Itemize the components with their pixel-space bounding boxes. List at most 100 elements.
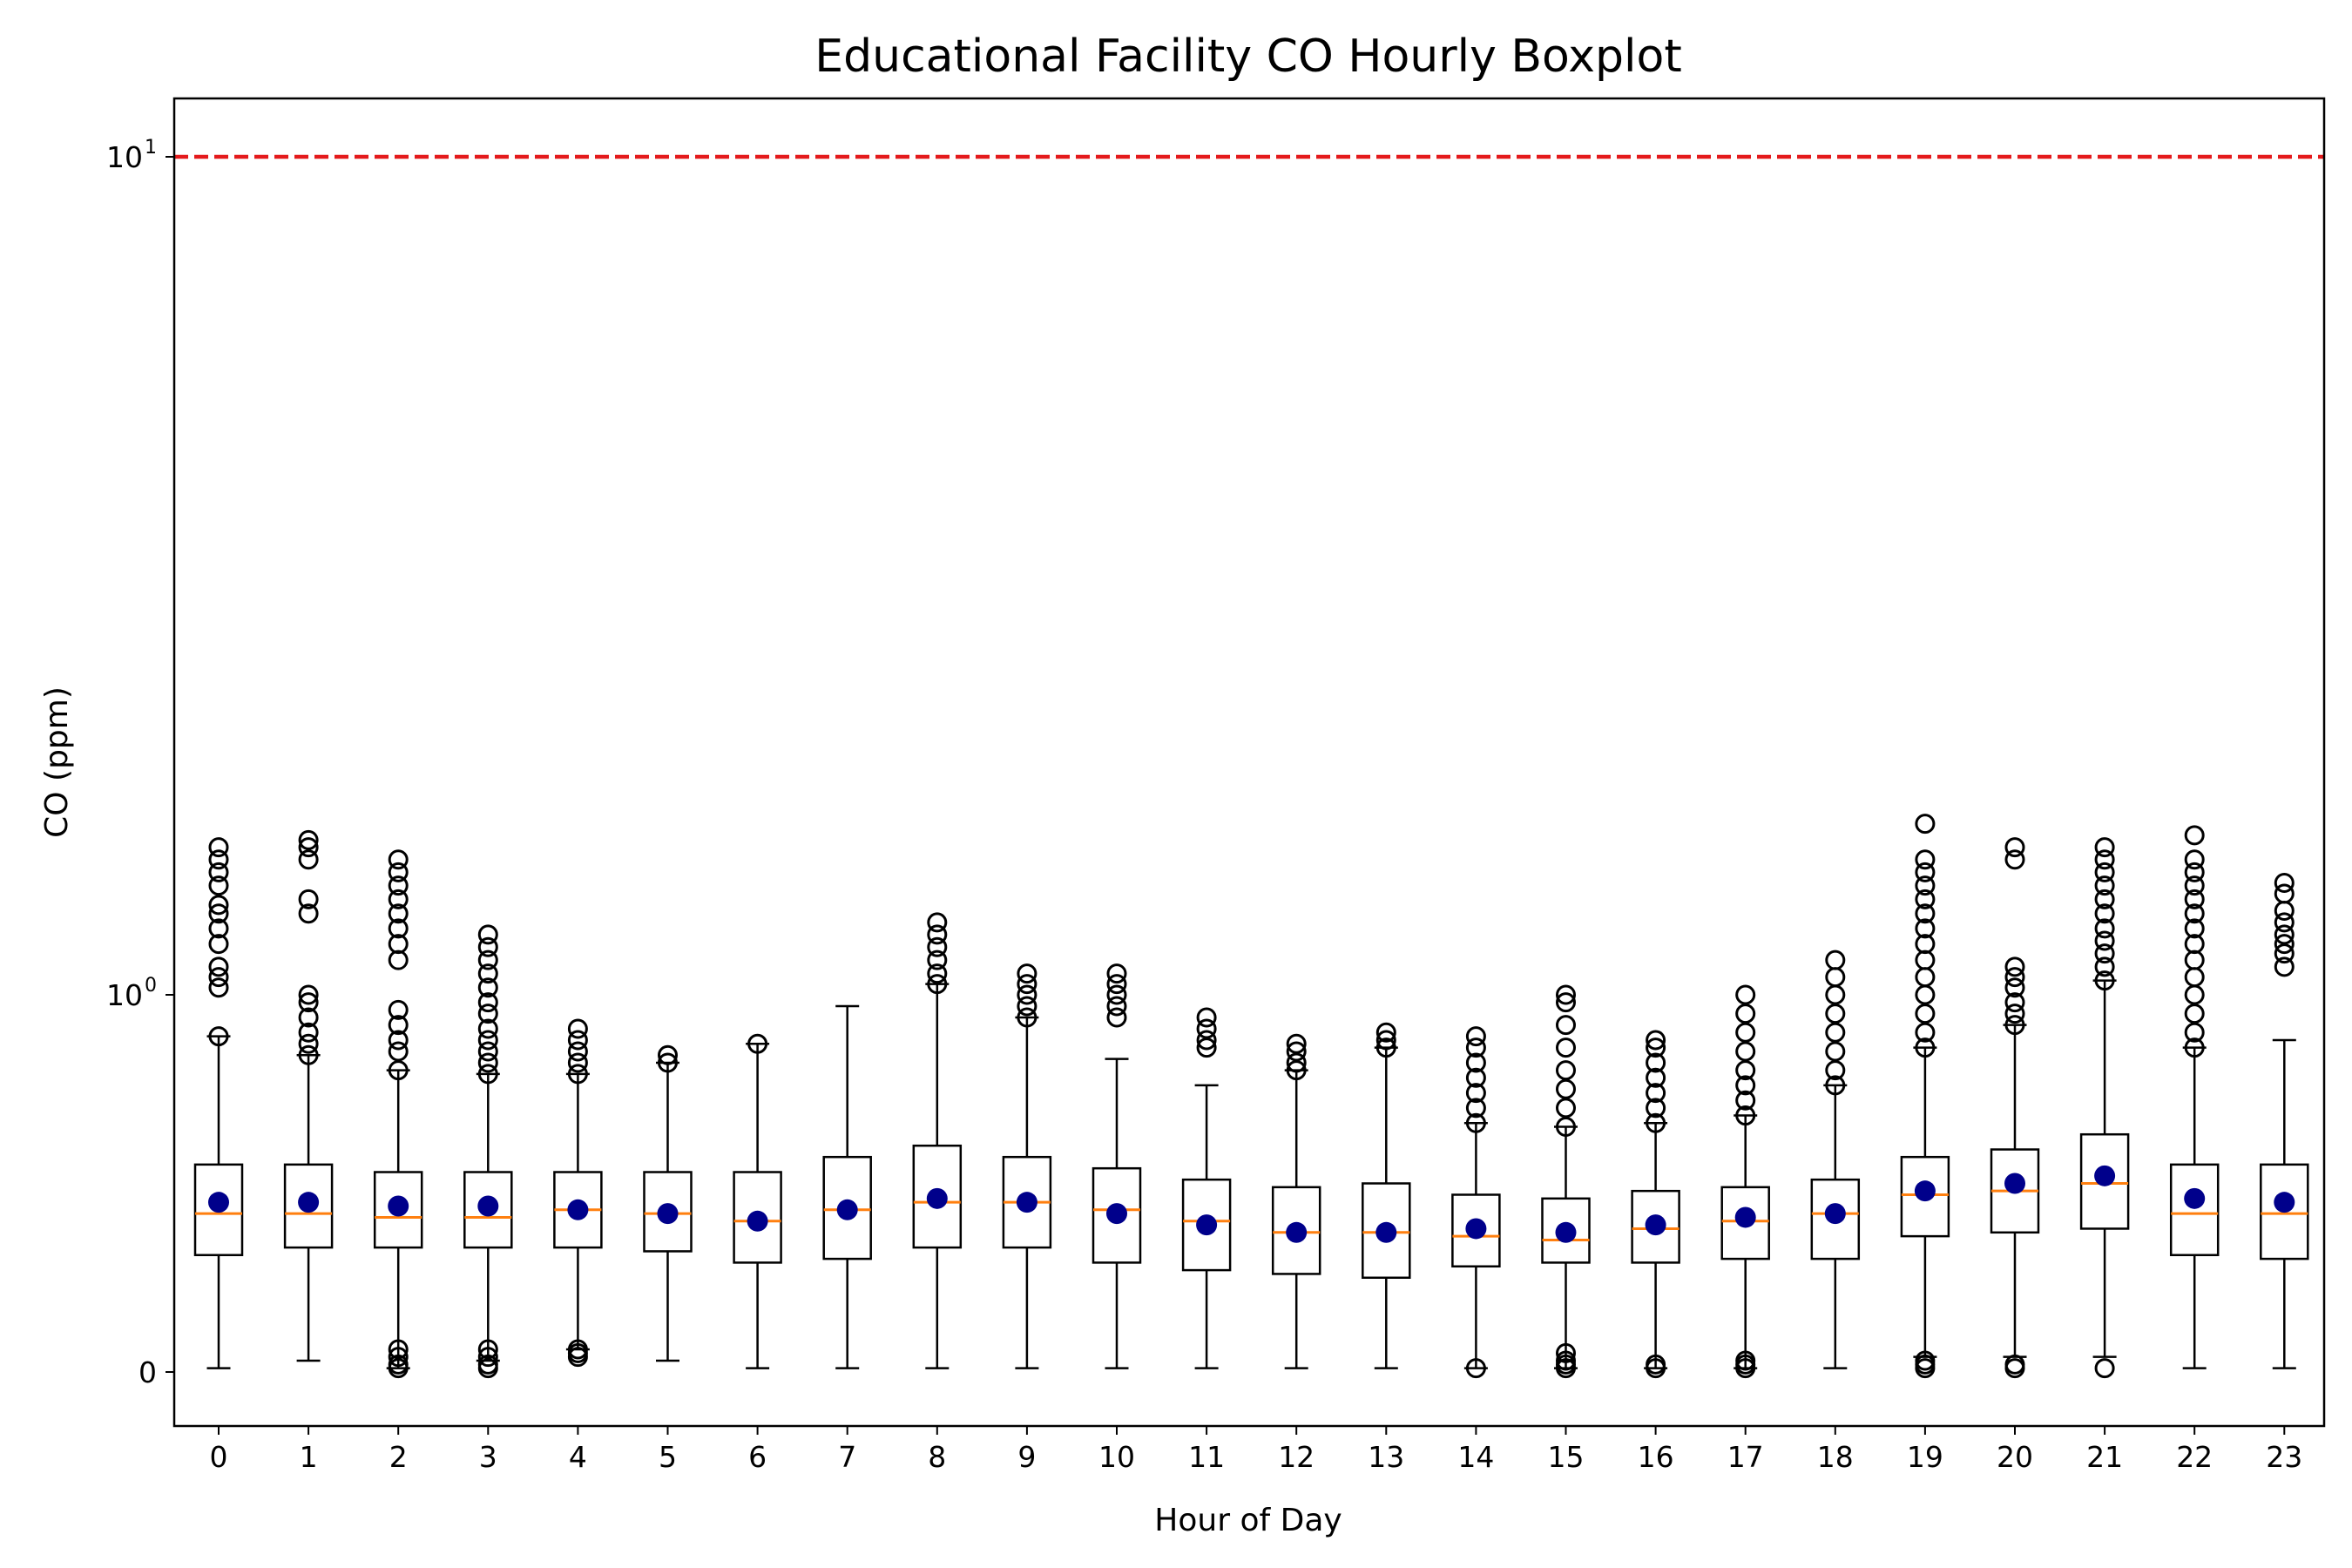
flier-point [1735, 1105, 1756, 1126]
flier-point [2274, 924, 2295, 945]
flier-point [208, 956, 229, 977]
flier-point [2184, 889, 2205, 909]
flier-point [388, 918, 409, 939]
flier-point [1646, 1354, 1666, 1375]
mean-marker [657, 1203, 679, 1225]
mean-marker [2184, 1187, 2206, 1209]
box-group-hour-7 [822, 1004, 872, 1369]
flier-point [388, 903, 409, 924]
flier-point [2184, 918, 2205, 939]
plot-area [174, 154, 2324, 1379]
box [1810, 1178, 1861, 1260]
box [1092, 1166, 1142, 1264]
flier-point [298, 837, 319, 858]
flier-point [1196, 1007, 1217, 1028]
flier-point [208, 903, 229, 924]
box-group-hour-15 [1541, 984, 1591, 1379]
flier-point [2184, 849, 2205, 870]
flier-point [208, 934, 229, 955]
flier-point [1915, 1350, 1936, 1371]
flier-point [1825, 1004, 1846, 1024]
box-group-hour-5 [643, 1044, 693, 1362]
flier-point [927, 963, 948, 984]
flier-point [1196, 1037, 1217, 1058]
flier-point [1915, 814, 1936, 835]
flier-point [2094, 889, 2115, 909]
flier-point [477, 1339, 498, 1360]
flier-point [1915, 903, 1936, 924]
flier-point [567, 1030, 588, 1051]
flier-point [2094, 918, 2115, 939]
flier-point [927, 924, 948, 945]
box-group-hour-11 [1181, 1007, 1232, 1369]
box-group-hour-1 [283, 829, 334, 1362]
flier-point [2274, 912, 2295, 933]
flier-point [2184, 903, 2205, 924]
flier-point [1106, 1007, 1127, 1028]
flier-point [477, 977, 498, 998]
box-group-hour-13 [1362, 1022, 1411, 1369]
x-tick-label: 4 [569, 1440, 587, 1474]
flier-point [2184, 934, 2205, 955]
flier-point [2004, 992, 2025, 1013]
x-tick-label: 11 [1188, 1440, 1225, 1474]
x-tick-label: 7 [838, 1440, 856, 1474]
flier-point [1556, 992, 1576, 1013]
mean-marker [1555, 1221, 1577, 1243]
flier-point [1286, 1041, 1307, 1062]
box-group-hour-9 [1002, 963, 1052, 1369]
flier-point [2274, 883, 2295, 904]
flier-point [2094, 903, 2115, 924]
box-group-hour-16 [1631, 1030, 1680, 1379]
mean-marker [747, 1210, 768, 1232]
flier-point [2184, 1037, 2205, 1058]
flier-point [1646, 1098, 1666, 1119]
flier-point [2004, 837, 2025, 858]
x-tick-label: 23 [2266, 1440, 2302, 1474]
flier-point [1375, 1037, 1396, 1058]
flier-point [1825, 1022, 1846, 1043]
x-tick-label: 9 [1017, 1440, 1036, 1474]
flier-point [388, 1060, 409, 1081]
flier-point [388, 849, 409, 870]
chart-title: Educational Facility CO Hourly Boxplot [814, 30, 1681, 83]
flier-point [2094, 943, 2115, 964]
flier-point [388, 875, 409, 896]
flier-point [1196, 1018, 1217, 1039]
mean-marker [388, 1195, 409, 1217]
mean-marker [1196, 1214, 1218, 1236]
flier-point [1735, 1075, 1756, 1096]
flier-point [927, 912, 948, 933]
flier-point [1915, 934, 1936, 955]
box-group-hour-18 [1810, 950, 1861, 1369]
plot-frame [172, 97, 2326, 1428]
flier-point [298, 1044, 319, 1065]
mean-marker [2004, 1173, 2025, 1194]
flier-point [1915, 889, 1936, 909]
flier-point [1556, 984, 1576, 1005]
flier-point [927, 974, 948, 995]
y-tick-label: 0 [139, 1355, 157, 1389]
x-tick-label: 15 [1548, 1440, 1585, 1474]
x-tick-label: 22 [2176, 1440, 2213, 1474]
x-tick-label: 6 [748, 1440, 767, 1474]
mean-marker [567, 1199, 589, 1220]
flier-point [1915, 875, 1936, 896]
mean-marker [2274, 1192, 2295, 1213]
mean-marker [1734, 1206, 1756, 1228]
flier-point [388, 1339, 409, 1360]
flier-point [1915, 918, 1936, 939]
flier-point [208, 918, 229, 939]
flier-point [388, 1015, 409, 1036]
flier-point [2184, 875, 2205, 896]
flier-point [567, 1052, 588, 1073]
flier-point [477, 950, 498, 970]
flier-point [2094, 837, 2115, 858]
flier-point [927, 950, 948, 970]
flier-point [1465, 1052, 1486, 1073]
mean-marker [208, 1192, 229, 1213]
flier-point [1286, 1052, 1307, 1073]
x-tick-label: 20 [1997, 1440, 2033, 1474]
mean-marker [1465, 1218, 1487, 1240]
